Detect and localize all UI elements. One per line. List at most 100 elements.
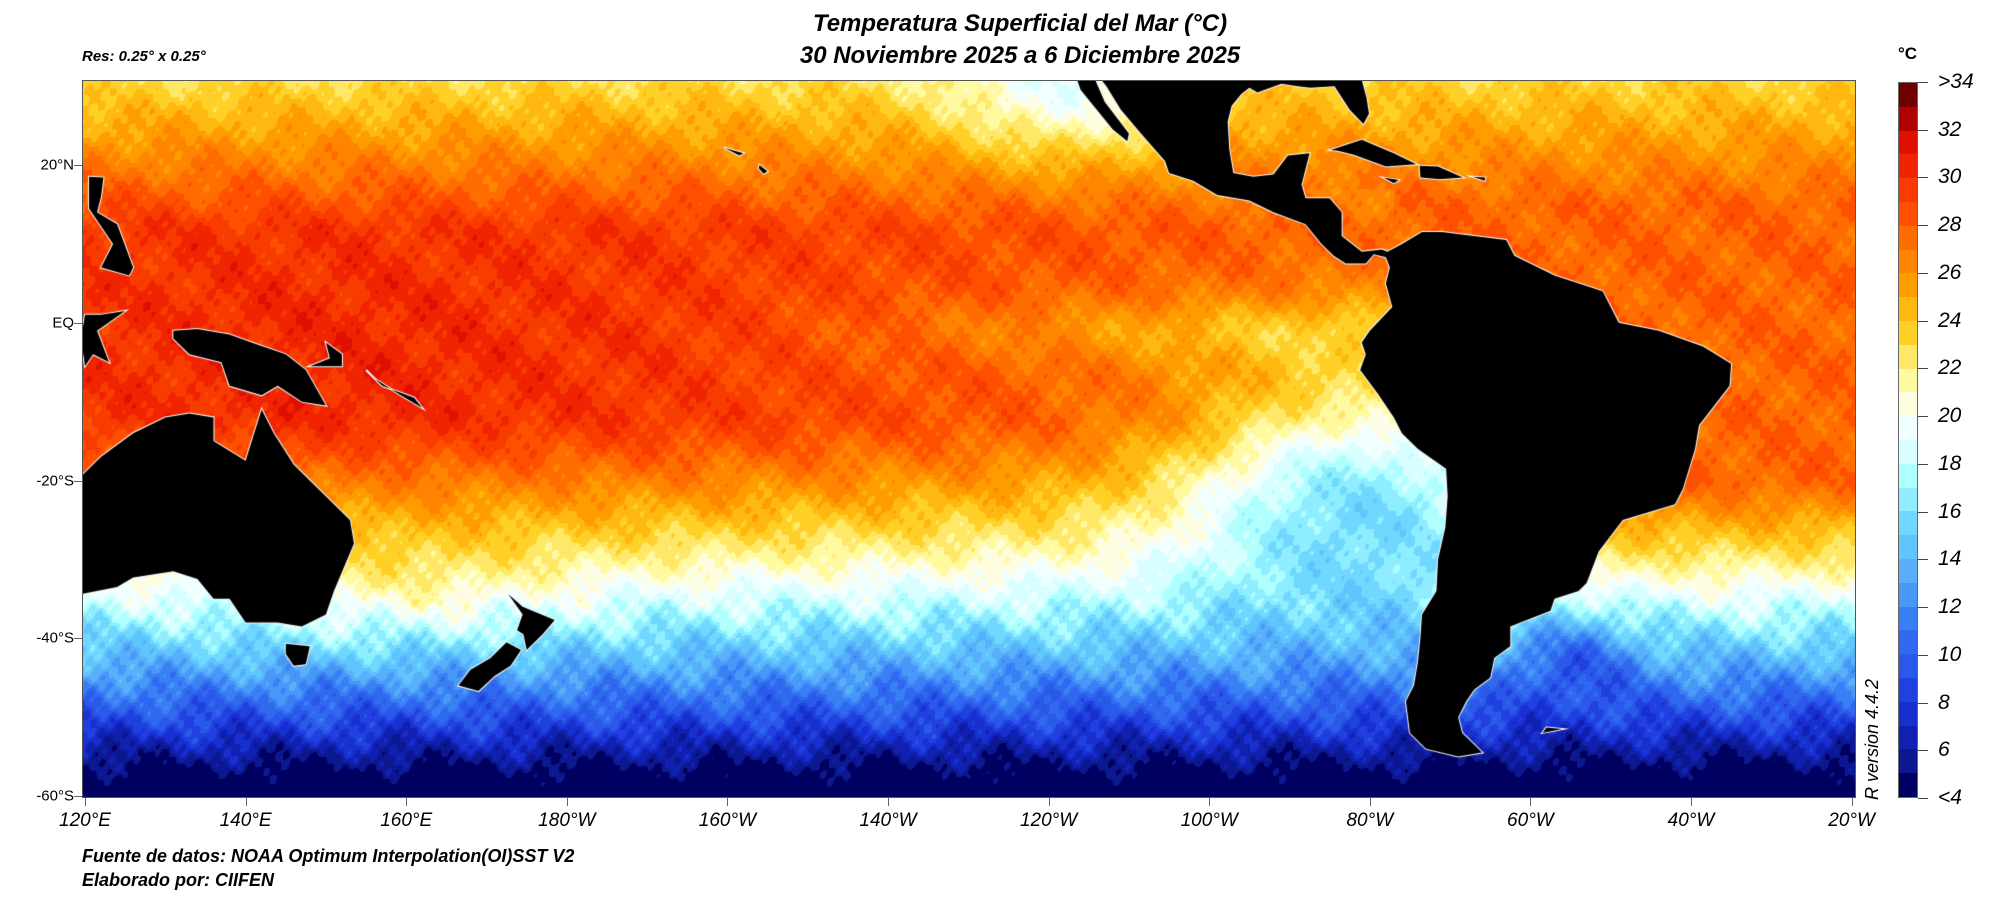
colorbar-tick	[1918, 368, 1928, 370]
colorbar-tick	[1918, 320, 1928, 322]
colorbar-band	[1899, 559, 1917, 583]
lat-tick	[74, 638, 82, 639]
colorbar-band	[1899, 463, 1917, 488]
colorbar-band	[1899, 773, 1917, 797]
colorbar-tick	[1918, 798, 1928, 799]
colorbar-label: 28	[1938, 213, 1962, 237]
colorbar-band	[1899, 749, 1917, 774]
lat-label: -20°S	[36, 472, 74, 490]
colorbar-label: 12	[1938, 595, 1962, 619]
colorbar-label: 20	[1938, 404, 1962, 428]
lon-tick	[888, 798, 889, 806]
lon-tick	[566, 798, 568, 806]
colorbar-band	[1899, 154, 1917, 179]
colorbar-band	[1899, 582, 1917, 607]
colorbar-band	[1899, 630, 1917, 655]
colorbar-band	[1899, 416, 1917, 441]
colorbar	[1898, 82, 1918, 798]
colorbar-band	[1899, 225, 1917, 250]
colorbar-band	[1899, 130, 1917, 155]
colorbar-label: 6	[1938, 738, 1950, 762]
colorbar-band	[1899, 368, 1917, 393]
colorbar-label: 18	[1938, 451, 1962, 475]
lat-tick	[74, 323, 82, 324]
colorbar-band	[1899, 297, 1917, 322]
lon-label: 180°W	[538, 810, 596, 831]
map-date-range: 30 Noviembre 2025 a 6 Diciembre 2025	[799, 42, 1241, 69]
colorbar-tick	[1918, 416, 1928, 418]
lon-tick	[85, 798, 86, 806]
lon-tick	[1209, 798, 1211, 806]
lon-label: 40°W	[1667, 810, 1715, 831]
colorbar-band	[1899, 725, 1917, 750]
lon-label: 100°W	[1180, 810, 1238, 831]
colorbar-label: 26	[1938, 260, 1962, 284]
colorbar-band	[1899, 654, 1917, 679]
colorbar-tick	[1918, 559, 1928, 561]
lat-label: 20°N	[40, 156, 74, 174]
colorbar-label: 32	[1938, 117, 1962, 141]
colorbar-tick	[1918, 129, 1928, 131]
lon-tick	[1851, 798, 1853, 806]
colorbar-band	[1899, 344, 1917, 369]
lon-label: 160°E	[380, 810, 433, 831]
lat-tick	[74, 165, 82, 166]
colorbar-tick	[1918, 225, 1928, 227]
lon-label: 80°W	[1346, 810, 1394, 831]
lon-label: 160°W	[698, 810, 757, 831]
author-label: Elaborado por: CIIFEN	[82, 870, 275, 890]
r-version-label: R version 4.4.2	[1862, 678, 1882, 800]
lon-label: 140°E	[219, 810, 272, 831]
colorbar-band	[1899, 392, 1917, 417]
colorbar-band	[1899, 511, 1917, 536]
colorbar-tick	[1918, 272, 1928, 274]
lon-tick	[406, 798, 408, 806]
lat-label: -40°S	[36, 629, 74, 647]
colorbar-band	[1899, 701, 1917, 726]
colorbar-label: >34	[1938, 70, 1974, 93]
colorbar-label: <4	[1938, 786, 1962, 809]
colorbar-label: 24	[1938, 308, 1962, 332]
colorbar-band	[1899, 202, 1917, 226]
data-source-label: Fuente de datos: NOAA Optimum Interpolat…	[82, 846, 575, 866]
colorbar-band	[1899, 487, 1917, 512]
colorbar-tick	[1918, 463, 1928, 465]
colorbar-tick	[1918, 177, 1928, 179]
colorbar-tick	[1918, 511, 1928, 513]
colorbar-label: 10	[1938, 642, 1962, 666]
colorbar-tick	[1918, 607, 1928, 609]
lon-tick	[727, 798, 729, 806]
colorbar-tick	[1918, 654, 1928, 656]
colorbar-label: 16	[1938, 499, 1962, 523]
colorbar-label: 22	[1938, 356, 1962, 380]
lon-label: 120°W	[1019, 810, 1078, 831]
colorbar-band	[1899, 440, 1917, 464]
colorbar-band	[1899, 83, 1917, 107]
colorbar-unit: °C	[1898, 44, 1918, 63]
lon-tick	[1691, 798, 1692, 806]
sst-map-canvas	[83, 81, 1855, 797]
colorbar-tick	[1918, 82, 1928, 83]
lon-tick	[1530, 798, 1532, 806]
colorbar-band	[1899, 535, 1917, 560]
lat-tick	[74, 481, 82, 482]
lon-label: 120°E	[59, 810, 111, 831]
lon-tick	[245, 798, 247, 806]
colorbar-band	[1899, 178, 1917, 203]
colorbar-tick	[1918, 702, 1928, 704]
lat-label: EQ	[52, 314, 74, 332]
colorbar-label: 30	[1938, 165, 1962, 189]
colorbar-band	[1899, 678, 1917, 702]
colorbar-band	[1899, 273, 1917, 298]
colorbar-band	[1899, 249, 1917, 274]
colorbar-band	[1899, 106, 1917, 131]
lat-label: -60°S	[36, 787, 74, 805]
map-title: Temperatura Superficial del Mar (°C)	[812, 10, 1228, 37]
lon-label: 60°W	[1507, 810, 1554, 831]
colorbar-band	[1899, 321, 1917, 345]
colorbar-label: 8	[1938, 690, 1950, 714]
colorbar-band	[1899, 606, 1917, 631]
colorbar-label: 14	[1938, 547, 1962, 571]
lon-tick	[1048, 798, 1050, 806]
lon-label: 20°W	[1828, 810, 1875, 831]
